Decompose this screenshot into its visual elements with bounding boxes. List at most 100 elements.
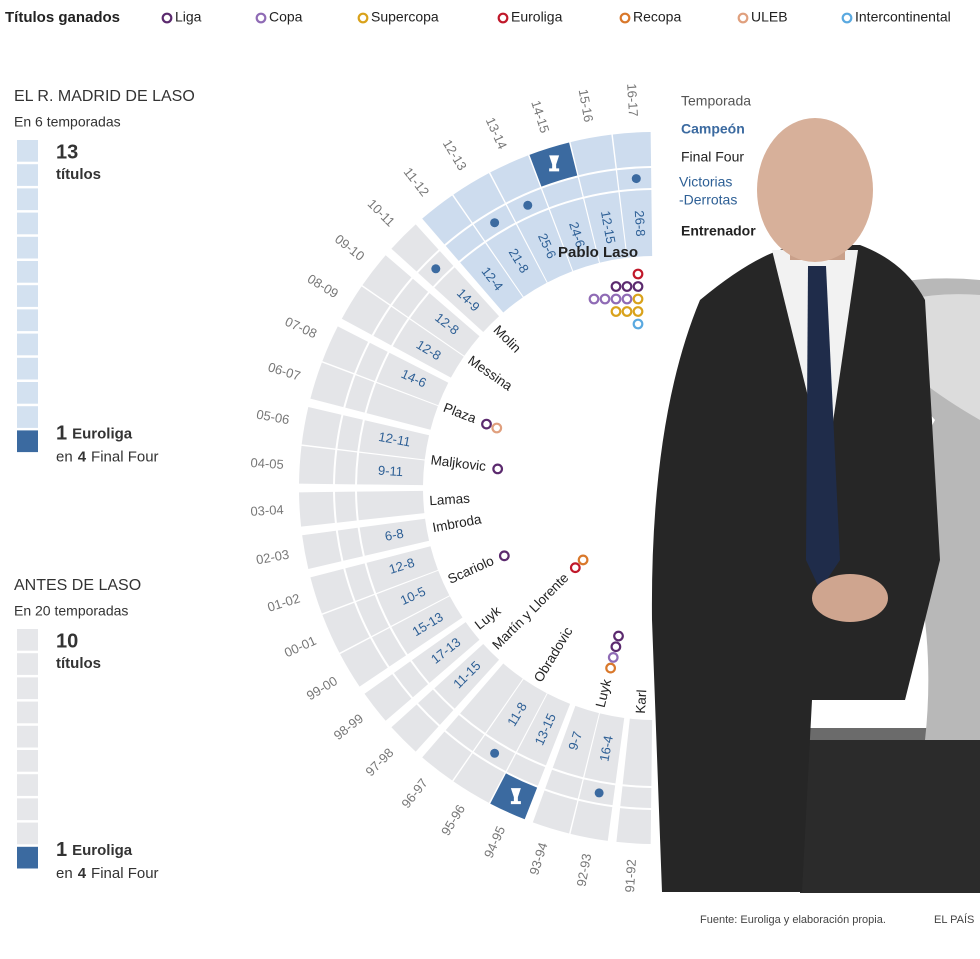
record-cell (486, 679, 547, 752)
title-square (17, 406, 38, 428)
legend-label: ULEB (751, 9, 788, 25)
season-label: 00-01 (282, 633, 318, 660)
titles-count: 13 (56, 141, 78, 163)
record-cell (584, 192, 627, 263)
champion-cell (570, 134, 616, 176)
trophy (569, 562, 581, 574)
record-cell (552, 705, 600, 778)
record-cell (619, 190, 653, 258)
trophy (588, 293, 600, 305)
title-square (17, 164, 38, 186)
coach-label: Imbroda (431, 511, 483, 535)
title-square (17, 261, 38, 283)
trophy (632, 318, 644, 330)
final-four-cell (335, 450, 358, 485)
trophy (610, 281, 622, 292)
record: 16-4 (596, 734, 615, 762)
final-four-cell (542, 177, 583, 208)
champion-cell (322, 326, 369, 374)
season-label: 11-12 (401, 164, 433, 199)
legend-label: Copa (269, 9, 303, 25)
coach-label: Lamas (429, 491, 471, 508)
brand: EL PAÍS (934, 913, 974, 926)
title-square (17, 309, 38, 332)
trophy (632, 281, 644, 292)
record: 26-8 (632, 210, 649, 237)
legend-label: Euroliga (511, 9, 563, 25)
record: 24-6 (566, 220, 588, 249)
euroliga-count: 1 (56, 423, 67, 445)
champion-cell (612, 132, 652, 169)
titles-label: títulos (56, 166, 101, 183)
season-label: 05-06 (255, 407, 290, 428)
season-label: 97-98 (362, 745, 396, 779)
final-four-line: en 4 Final Four (56, 448, 159, 465)
trophy (621, 306, 633, 317)
final-four-cell (392, 278, 429, 318)
final-four-cell (579, 170, 619, 197)
coach-label: Messina (465, 353, 515, 394)
record-cell (434, 643, 500, 709)
coach-label: Karl (633, 689, 649, 714)
trophy (621, 293, 633, 305)
title-square (17, 629, 38, 651)
champion-icon (549, 155, 560, 172)
final-four-cell (418, 689, 454, 725)
title-square (17, 774, 38, 796)
champion-cell (391, 704, 439, 752)
season-label: 15-16 (576, 88, 597, 123)
season-label: 10-11 (365, 196, 398, 229)
coach-label: Molin (491, 322, 524, 355)
titles-label: títulos (56, 655, 101, 672)
title-square (17, 798, 38, 821)
record-cell (410, 293, 480, 356)
record-cell (517, 209, 573, 283)
record-cell (434, 267, 500, 333)
title-square (17, 140, 38, 162)
season-label: 93-94 (526, 841, 550, 877)
trophy (610, 293, 622, 305)
final-four-dot (594, 788, 604, 798)
legend-label: Supercopa (371, 9, 439, 25)
header-record: Victorias (679, 174, 732, 190)
record-cell (486, 224, 547, 297)
title-square (17, 846, 38, 869)
season-label: 98-99 (331, 711, 366, 743)
trophy (632, 268, 644, 280)
trophy (599, 293, 611, 305)
champion-cell (364, 674, 412, 721)
final-four-cell (506, 753, 546, 786)
final-four-cell (356, 342, 388, 382)
coach-label: Maljkovic (430, 452, 487, 474)
record-cell (359, 420, 430, 460)
title-square (17, 212, 38, 235)
season-label: 09-10 (332, 231, 367, 263)
season-label: 02-03 (255, 547, 290, 568)
final-four-cell (545, 769, 583, 799)
record-cell (517, 693, 571, 766)
record-cell (460, 243, 523, 313)
legend-label: Liga (175, 9, 202, 25)
season-label: 96-97 (398, 776, 430, 811)
title-square (17, 188, 38, 211)
legend-swatch (841, 12, 853, 24)
euroliga-line: 1 Euroliga (56, 423, 133, 445)
champion-cell (391, 224, 439, 272)
trophy (498, 550, 510, 562)
title-square (17, 822, 38, 845)
final-four-cell (335, 491, 357, 523)
champion-cell (310, 568, 354, 614)
coach-label: Scariolo (445, 553, 496, 587)
record-cell (357, 490, 425, 521)
champion-cell (340, 638, 388, 687)
coach-label: Pablo Laso (558, 244, 638, 261)
trophy (632, 306, 644, 317)
season-label: 13-14 (483, 115, 510, 151)
champion-cell (301, 407, 342, 449)
champion-cell (570, 800, 613, 841)
season-label: 14-15 (528, 99, 552, 135)
season-label: 01-02 (266, 590, 302, 614)
legend-title: Títulos ganados (5, 9, 120, 26)
